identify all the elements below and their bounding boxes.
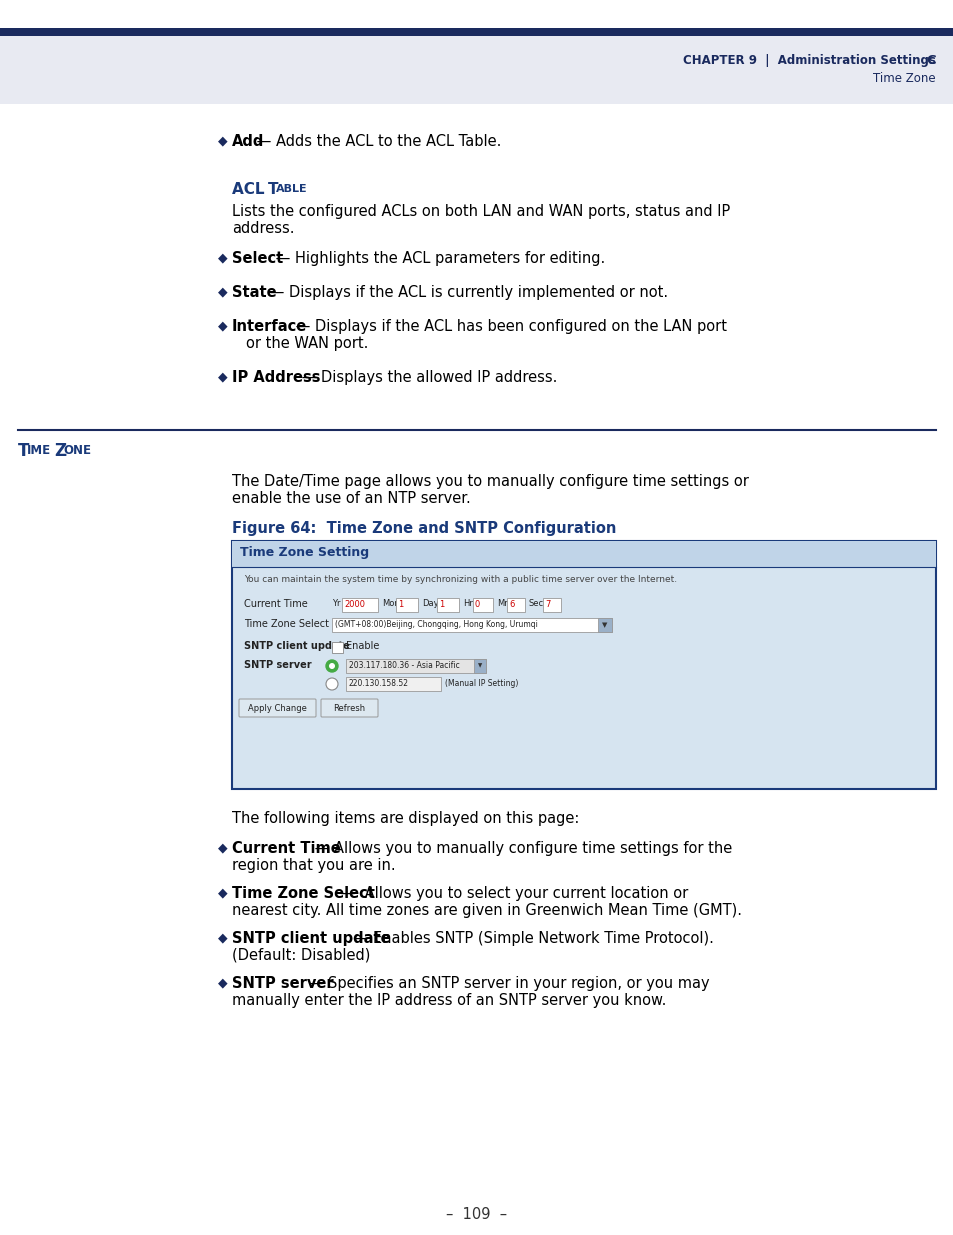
Bar [474,659,485,673]
Text: ◆: ◆ [218,370,228,383]
Bar [506,598,524,613]
Text: — Highlights the ACL parameters for editing.: — Highlights the ACL parameters for edit… [271,251,604,266]
Text: The following items are displayed on this page:: The following items are displayed on thi… [232,811,578,826]
Circle shape [329,663,335,669]
Text: Apply Change: Apply Change [248,704,307,713]
Text: enable the use of an NTP server.: enable the use of an NTP server. [232,492,470,506]
Text: CHAPTER 9  |  Administration Settings: CHAPTER 9 | Administration Settings [682,54,935,67]
Text: 6: 6 [509,600,514,609]
Text: ABLE: ABLE [275,184,307,194]
Text: 1: 1 [438,600,444,609]
Text: 220.130.158.52: 220.130.158.52 [349,679,409,688]
Text: — Enables SNTP (Simple Network Time Protocol).: — Enables SNTP (Simple Network Time Prot… [349,931,713,946]
Text: ◆: ◆ [218,885,228,899]
Bar [332,618,612,632]
Text: ACL: ACL [232,182,270,198]
FancyBboxPatch shape [239,699,315,718]
Bar [232,541,935,567]
Text: ONE: ONE [63,445,91,457]
Text: Select: Select [232,251,283,266]
Text: nearest city. All time zones are given in Greenwich Mean Time (GMT).: nearest city. All time zones are given i… [232,903,741,918]
Bar [346,659,485,673]
Bar [332,642,343,653]
Text: IP Address: IP Address [232,370,320,385]
Text: — Specifies an SNTP server in your region, or you may: — Specifies an SNTP server in your regio… [303,976,708,990]
Text: address.: address. [232,221,294,236]
Text: Sec: Sec [529,599,543,608]
Text: Current Time: Current Time [244,599,308,609]
Text: SNTP server: SNTP server [232,976,334,990]
Bar [436,598,458,613]
Text: — Allows you to manually configure time settings for the: — Allows you to manually configure time … [310,841,732,856]
Text: Z: Z [54,442,66,459]
Text: T: T [18,442,30,459]
Text: ▼: ▼ [601,622,607,629]
Text: Yr: Yr [332,599,340,608]
Text: Time Zone: Time Zone [872,72,935,85]
Text: SNTP client update: SNTP client update [244,641,350,651]
Bar [346,677,440,692]
Text: Refresh: Refresh [334,704,365,713]
Text: Add: Add [232,135,264,149]
Text: Figure 64:  Time Zone and SNTP Configuration: Figure 64: Time Zone and SNTP Configurat… [232,521,616,536]
Text: The Date/Time page allows you to manually configure time settings or: The Date/Time page allows you to manuall… [232,474,748,489]
Text: You can maintain the system time by synchronizing with a public time server over: You can maintain the system time by sync… [244,576,677,584]
Text: — Displays the allowed IP address.: — Displays the allowed IP address. [296,370,557,385]
Text: region that you are in.: region that you are in. [232,858,395,873]
Circle shape [326,659,337,672]
Text: Mon: Mon [381,599,399,608]
Text: manually enter the IP address of an SNTP server you know.: manually enter the IP address of an SNTP… [232,993,666,1008]
Bar [0,28,953,36]
Text: ◆: ◆ [218,251,228,264]
Text: Mn: Mn [497,599,509,608]
Text: ◆: ◆ [218,135,228,147]
Bar [543,598,561,613]
Text: — Displays if the ACL has been configured on the LAN port: — Displays if the ACL has been configure… [291,319,726,333]
Text: Current Time: Current Time [232,841,340,856]
Text: T: T [268,182,278,198]
Text: or the WAN port.: or the WAN port. [246,336,368,351]
Bar [0,0,953,28]
Text: 203.117.180.36 - Asia Pacific: 203.117.180.36 - Asia Pacific [349,661,459,671]
Text: — Displays if the ACL is currently implemented or not.: — Displays if the ACL is currently imple… [264,285,667,300]
Text: C: C [925,54,935,67]
Text: –  109  –: – 109 – [446,1207,507,1221]
Text: 2000: 2000 [344,600,365,609]
Text: Interface: Interface [232,319,307,333]
Text: —  Allows you to select your current location or: — Allows you to select your current loca… [335,885,688,902]
Circle shape [326,678,337,690]
Text: Time Zone Setting: Time Zone Setting [240,546,369,559]
Text: SNTP client update: SNTP client update [232,931,390,946]
Bar [0,36,953,104]
Text: Time Zone Select: Time Zone Select [244,619,329,629]
Text: 0: 0 [475,600,479,609]
Text: Lists the configured ACLs on both LAN and WAN ports, status and IP: Lists the configured ACLs on both LAN an… [232,204,729,219]
Bar [396,598,418,613]
Text: ◆: ◆ [218,285,228,298]
Text: ◆: ◆ [218,319,228,332]
Text: State: State [232,285,276,300]
Bar [598,618,612,632]
Text: 7: 7 [545,600,550,609]
Text: Day: Day [422,599,438,608]
Bar [341,598,377,613]
Text: Enable: Enable [346,641,379,651]
Text: IME: IME [27,445,51,457]
Text: Hr: Hr [462,599,473,608]
Text: 1: 1 [398,600,403,609]
Text: (Manual IP Setting): (Manual IP Setting) [444,679,517,688]
Text: ◆: ◆ [218,841,228,853]
Text: ▼: ▼ [477,663,481,668]
Text: ◆: ◆ [218,976,228,989]
Bar [473,598,493,613]
Bar [232,541,935,789]
Text: (GMT+08:00)Beijing, Chongqing, Hong Kong, Urumqi: (GMT+08:00)Beijing, Chongqing, Hong Kong… [335,620,537,629]
FancyBboxPatch shape [320,699,377,718]
Text: (Default: Disabled): (Default: Disabled) [232,948,370,963]
Text: ◆: ◆ [218,931,228,944]
Text: SNTP server: SNTP server [244,659,312,671]
Text: — Adds the ACL to the ACL Table.: — Adds the ACL to the ACL Table. [252,135,500,149]
Text: Time Zone Select: Time Zone Select [232,885,375,902]
